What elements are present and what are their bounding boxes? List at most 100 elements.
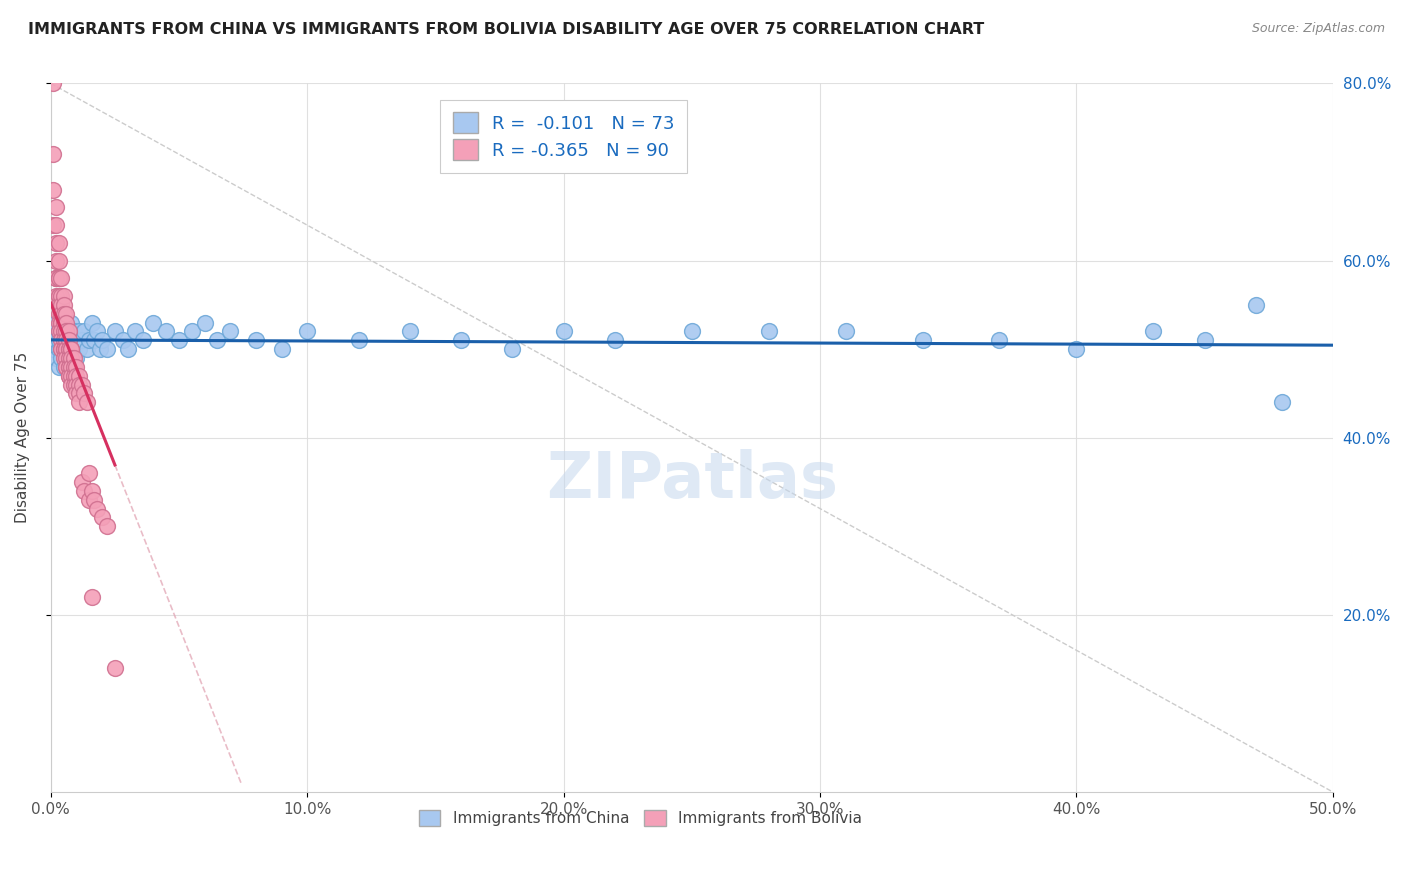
Point (132, 333, 155, 347)
Point (270, 342, 292, 356)
Point (76, 342, 98, 356)
Point (49, 307, 72, 321)
Point (63, 351, 86, 365)
Point (49, 271, 72, 285)
Point (58, 333, 80, 347)
Point (96, 519, 118, 533)
Point (1244, 298, 1267, 312)
Point (48, 325, 70, 339)
Point (52, 333, 75, 347)
Point (76, 395, 98, 409)
Point (450, 333, 472, 347)
Point (681, 325, 703, 339)
Point (55, 359, 77, 374)
Point (52, 342, 75, 356)
Point (79, 333, 101, 347)
Point (49, 289, 72, 303)
Point (52, 342, 75, 356)
Point (45, 316, 67, 330)
Point (42, 183, 65, 197)
Point (60, 342, 83, 356)
Point (52, 316, 75, 330)
Point (49, 342, 72, 356)
Point (58, 359, 80, 374)
Point (67, 377, 90, 392)
Point (52, 316, 75, 330)
Point (73, 483, 96, 498)
Point (89, 342, 111, 356)
Point (42, 77, 65, 91)
Point (58, 351, 80, 365)
Point (70, 475, 93, 489)
Point (48, 342, 70, 356)
Point (55, 351, 77, 365)
Point (45, 201, 67, 215)
Point (55, 307, 77, 321)
Point (67, 395, 90, 409)
Point (219, 325, 242, 339)
Point (1270, 395, 1292, 409)
Point (55, 359, 77, 374)
Point (48, 316, 70, 330)
Point (1142, 325, 1164, 339)
Point (58, 342, 80, 356)
Point (63, 377, 86, 392)
Point (80, 590, 103, 604)
Point (65, 386, 87, 401)
Point (63, 342, 86, 356)
Point (49, 298, 72, 312)
Point (67, 342, 90, 356)
Point (60, 359, 83, 374)
Point (49, 325, 72, 339)
Point (104, 325, 127, 339)
Point (42, 218, 65, 232)
Point (111, 333, 134, 347)
Point (48, 289, 70, 303)
Point (347, 333, 370, 347)
Point (49, 342, 72, 356)
Point (45, 289, 67, 303)
Point (52, 289, 75, 303)
Point (60, 377, 83, 392)
Point (58, 359, 80, 374)
Point (55, 333, 77, 347)
Point (42, 342, 65, 356)
Point (80, 316, 103, 330)
Text: Source: ZipAtlas.com: Source: ZipAtlas.com (1251, 22, 1385, 36)
Point (67, 386, 90, 401)
Point (65, 333, 87, 347)
Point (124, 325, 146, 339)
Point (86, 325, 108, 339)
Point (1194, 333, 1216, 347)
Point (48, 271, 70, 285)
Point (45, 271, 67, 285)
Point (55, 351, 77, 365)
Point (83, 333, 105, 347)
Point (58, 342, 80, 356)
Point (48, 359, 70, 374)
Point (758, 325, 780, 339)
Point (60, 333, 83, 347)
Point (194, 316, 217, 330)
Point (553, 325, 575, 339)
Point (45, 253, 67, 268)
Point (155, 325, 177, 339)
Legend: Immigrants from China, Immigrants from Bolivia: Immigrants from China, Immigrants from B… (412, 803, 870, 834)
Point (48, 307, 70, 321)
Point (58, 368, 80, 383)
Point (55, 342, 77, 356)
Point (67, 325, 90, 339)
Point (104, 661, 127, 675)
Point (63, 359, 86, 374)
Point (70, 377, 93, 392)
Point (48, 253, 70, 268)
Point (49, 316, 72, 330)
Point (49, 325, 72, 339)
Point (73, 325, 96, 339)
Point (91, 510, 114, 524)
Point (45, 351, 67, 365)
Text: IMMIGRANTS FROM CHINA VS IMMIGRANTS FROM BOLIVIA DISABILITY AGE OVER 75 CORRELAT: IMMIGRANTS FROM CHINA VS IMMIGRANTS FROM… (28, 22, 984, 37)
Point (49, 351, 72, 365)
Point (48, 333, 70, 347)
Point (48, 235, 70, 250)
